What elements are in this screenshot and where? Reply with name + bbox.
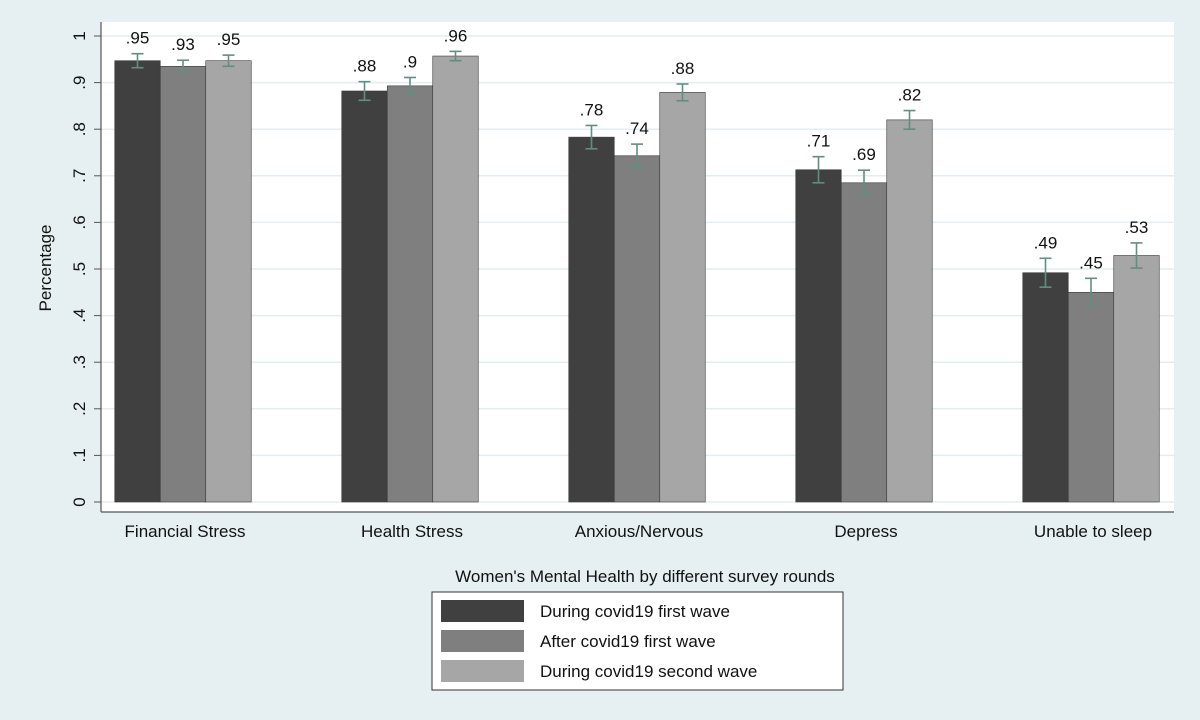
data-label: .93: [171, 35, 195, 54]
y-tick-label: 1: [70, 31, 89, 40]
y-tick-label: .9: [70, 76, 89, 90]
y-tick-label: .2: [70, 402, 89, 416]
bar: [386, 85, 434, 503]
legend-swatch: [441, 660, 524, 682]
legend-swatch: [441, 600, 524, 622]
legend-label: During covid19 first wave: [540, 602, 730, 621]
bar: [205, 60, 252, 503]
y-tick-label: .8: [70, 122, 89, 136]
data-label: .45: [1079, 253, 1103, 272]
bar: [613, 155, 661, 503]
data-label: .82: [898, 86, 922, 105]
bar: [341, 90, 388, 503]
x-axis-title: Women's Mental Health by different surve…: [455, 567, 835, 586]
bar: [1067, 291, 1115, 503]
data-label: .88: [353, 57, 377, 76]
data-label: .96: [444, 26, 468, 45]
legend-swatch: [441, 630, 524, 652]
bar: [886, 119, 933, 503]
y-tick-label: .5: [70, 262, 89, 276]
y-tick-label: .3: [70, 355, 89, 369]
data-label: .53: [1125, 218, 1149, 237]
bar: [1113, 255, 1160, 503]
y-tick-label: .6: [70, 215, 89, 229]
data-label: .69: [852, 145, 876, 164]
data-label: .49: [1034, 233, 1058, 252]
y-tick-label: 0: [70, 497, 89, 506]
x-tick-label: Financial Stress: [125, 522, 246, 541]
y-tick-label: .7: [70, 169, 89, 183]
data-label: .95: [217, 30, 241, 49]
data-label: .88: [671, 59, 695, 78]
bar: [659, 92, 706, 503]
y-tick-label: .4: [70, 309, 89, 323]
bar: [114, 60, 161, 503]
data-label: .78: [580, 100, 604, 119]
bar: [159, 65, 207, 503]
bar: [568, 136, 615, 503]
x-tick-label: Health Stress: [361, 522, 463, 541]
data-label: .71: [807, 132, 831, 151]
x-tick-label: Depress: [834, 522, 897, 541]
y-axis-title: Percentage: [36, 225, 55, 312]
x-tick-label: Anxious/Nervous: [575, 522, 704, 541]
legend-label: During covid19 second wave: [540, 662, 757, 681]
data-label: .9: [403, 52, 417, 71]
data-label: .74: [625, 119, 649, 138]
x-tick-label: Unable to sleep: [1034, 522, 1152, 541]
bar: [795, 169, 842, 503]
legend-label: After covid19 first wave: [540, 632, 716, 651]
data-label: .95: [126, 29, 150, 48]
y-tick-label: .1: [70, 448, 89, 462]
bar: [840, 182, 888, 503]
bar: [432, 55, 479, 503]
bar: [1022, 272, 1069, 503]
